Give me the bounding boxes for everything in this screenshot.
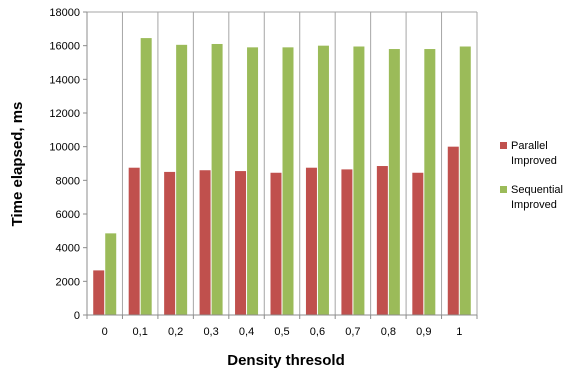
bar-sequential-3 <box>211 43 223 315</box>
x-tick-label: 0,5 <box>274 326 289 338</box>
bar-sequential-7 <box>353 46 365 316</box>
x-tick-label: 0,7 <box>345 326 360 338</box>
y-tick-label: 16000 <box>49 41 80 53</box>
x-tick-label: 0,1 <box>133 326 148 338</box>
x-tick-label: 0,4 <box>239 326 254 338</box>
x-tick-label: 0,2 <box>168 326 183 338</box>
bar-sequential-8 <box>388 49 400 316</box>
y-axis-title: Time elapsed, ms <box>9 102 26 227</box>
bar-sequential-10 <box>459 46 471 316</box>
y-tick-label: 8000 <box>56 175 80 187</box>
bar-parallel-0 <box>93 270 105 315</box>
legend-label-sequential: Sequential Improved <box>511 184 563 211</box>
x-axis-title: Density thresold <box>227 352 345 369</box>
y-tick-label: 0 <box>74 310 80 322</box>
axes: 0 2000 4000 6000 8000 10000 12000 14000 16000 180… <box>49 7 478 338</box>
y-tick-label: 18000 <box>49 7 80 19</box>
bar-parallel-4 <box>235 171 247 315</box>
legend-swatch-parallel <box>500 142 507 149</box>
x-tick-label: 0,3 <box>203 326 218 338</box>
y-tick-label: 10000 <box>49 142 80 154</box>
legend-label-parallel: Parallel Improved <box>511 140 557 167</box>
x-tick-label: 0 <box>102 326 108 338</box>
grid-lines <box>87 11 478 315</box>
y-tick-label: 6000 <box>56 209 80 221</box>
bars <box>93 38 471 316</box>
bar-parallel-8 <box>376 166 388 315</box>
y-tick-label: 4000 <box>56 243 80 255</box>
x-tick-label: 1 <box>456 326 462 338</box>
bar-sequential-0 <box>105 233 117 315</box>
bar-sequential-2 <box>176 44 188 315</box>
y-tick-label: 2000 <box>56 276 80 288</box>
bar-sequential-1 <box>140 38 152 315</box>
bar-sequential-6 <box>317 45 329 316</box>
bar-parallel-1 <box>128 167 140 315</box>
bar-parallel-3 <box>199 170 211 315</box>
bar-sequential-4 <box>247 47 259 315</box>
bar-sequential-5 <box>282 47 294 315</box>
bar-sequential-9 <box>424 49 436 316</box>
x-tick-label: 0,6 <box>310 326 325 338</box>
bar-parallel-2 <box>164 171 176 315</box>
y-tick-label: 12000 <box>49 108 80 120</box>
bar-parallel-9 <box>412 172 424 315</box>
legend-swatch-sequential <box>500 186 507 193</box>
bar-parallel-5 <box>270 172 282 315</box>
y-tick-label: 14000 <box>49 74 80 86</box>
bar-parallel-7 <box>341 169 353 315</box>
bar-parallel-6 <box>305 167 317 315</box>
x-tick-label: 0,8 <box>381 326 396 338</box>
bar-parallel-10 <box>447 146 459 315</box>
legend: Parallel Improved Sequential Improved <box>500 140 563 211</box>
x-tick-label: 0,9 <box>416 326 431 338</box>
